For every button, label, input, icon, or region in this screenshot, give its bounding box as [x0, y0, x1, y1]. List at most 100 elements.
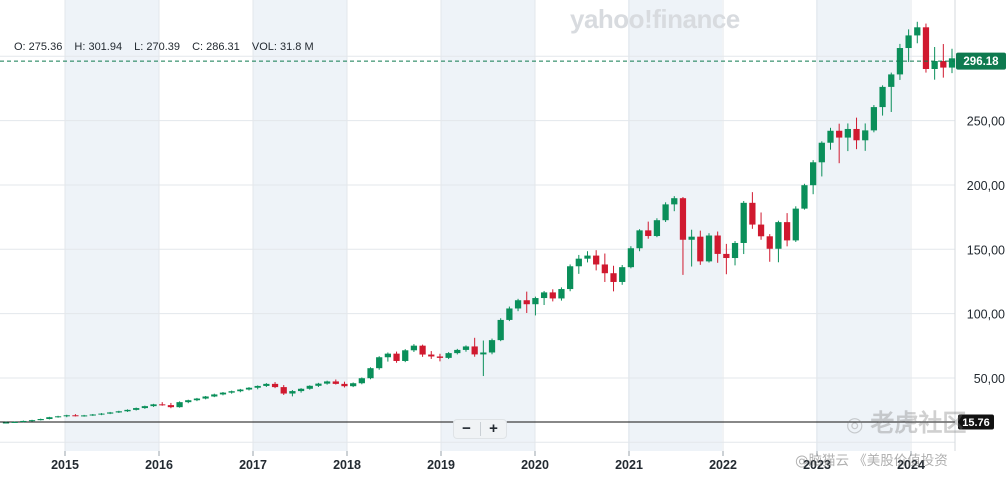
- candle[interactable]: [731, 241, 739, 266]
- candle[interactable]: [384, 352, 391, 362]
- candle[interactable]: [2, 421, 10, 424]
- candle[interactable]: [462, 345, 470, 352]
- candle[interactable]: [723, 243, 730, 275]
- candle[interactable]: [705, 233, 713, 263]
- candle[interactable]: [757, 212, 765, 240]
- candle[interactable]: [627, 246, 635, 269]
- candle[interactable]: [914, 21, 921, 44]
- candle[interactable]: [714, 231, 721, 263]
- candle[interactable]: [636, 229, 643, 252]
- candle[interactable]: [297, 388, 305, 393]
- candle[interactable]: [245, 387, 253, 391]
- candle[interactable]: [133, 407, 140, 411]
- candle[interactable]: [818, 141, 825, 177]
- candle[interactable]: [471, 337, 478, 357]
- candle[interactable]: [662, 202, 669, 222]
- candle[interactable]: [619, 264, 626, 285]
- candle[interactable]: [289, 390, 296, 397]
- candle[interactable]: [254, 385, 261, 390]
- candle[interactable]: [749, 192, 756, 229]
- candle[interactable]: [428, 351, 435, 359]
- candle[interactable]: [107, 411, 114, 415]
- candle[interactable]: [514, 298, 522, 312]
- candle[interactable]: [219, 391, 227, 396]
- candle[interactable]: [671, 196, 678, 212]
- candle[interactable]: [367, 367, 374, 380]
- candle[interactable]: [350, 382, 357, 388]
- candle[interactable]: [610, 265, 617, 292]
- candle[interactable]: [150, 403, 157, 407]
- candle[interactable]: [46, 416, 53, 420]
- candle[interactable]: [271, 382, 279, 389]
- candle[interactable]: [315, 382, 322, 387]
- candle[interactable]: [445, 352, 452, 360]
- candle[interactable]: [28, 419, 36, 422]
- candle[interactable]: [202, 395, 209, 400]
- candle[interactable]: [141, 405, 148, 409]
- candle[interactable]: [358, 377, 365, 385]
- candle[interactable]: [540, 290, 548, 305]
- candle[interactable]: [480, 340, 487, 377]
- candle[interactable]: [567, 264, 574, 292]
- candle[interactable]: [575, 254, 582, 274]
- candle[interactable]: [20, 420, 27, 423]
- candle[interactable]: [488, 338, 496, 355]
- candle[interactable]: [653, 218, 661, 238]
- candle[interactable]: [280, 385, 287, 395]
- candle[interactable]: [532, 296, 539, 316]
- candle[interactable]: [167, 402, 175, 409]
- candle[interactable]: [193, 397, 201, 402]
- candle[interactable]: [11, 421, 18, 423]
- candle[interactable]: [323, 380, 331, 385]
- candle[interactable]: [601, 253, 608, 282]
- candle[interactable]: [63, 414, 70, 418]
- candle[interactable]: [558, 287, 565, 301]
- candle[interactable]: [792, 206, 799, 242]
- candle[interactable]: [783, 213, 791, 247]
- candle[interactable]: [584, 251, 591, 263]
- candle[interactable]: [862, 123, 869, 151]
- candle[interactable]: [341, 381, 348, 388]
- candle[interactable]: [159, 402, 166, 406]
- candle[interactable]: [870, 105, 878, 133]
- candle[interactable]: [922, 23, 930, 73]
- candle[interactable]: [827, 127, 834, 150]
- candle[interactable]: [263, 383, 270, 387]
- candle[interactable]: [332, 379, 339, 385]
- candle[interactable]: [228, 390, 235, 394]
- candle[interactable]: [454, 348, 461, 355]
- candle[interactable]: [549, 289, 556, 302]
- candle[interactable]: [185, 399, 192, 404]
- candle[interactable]: [775, 220, 782, 263]
- candle[interactable]: [879, 85, 886, 116]
- candle[interactable]: [115, 410, 122, 413]
- candle[interactable]: [940, 44, 947, 78]
- candle[interactable]: [931, 46, 938, 80]
- candle[interactable]: [237, 388, 244, 393]
- candle[interactable]: [393, 351, 400, 363]
- zoom-in-button[interactable]: +: [489, 420, 498, 437]
- candle[interactable]: [410, 344, 418, 352]
- candle[interactable]: [853, 117, 860, 150]
- candle[interactable]: [37, 418, 44, 421]
- candle[interactable]: [688, 229, 695, 267]
- candle[interactable]: [697, 230, 704, 265]
- candle[interactable]: [679, 197, 687, 275]
- candle[interactable]: [376, 356, 383, 370]
- candle[interactable]: [593, 250, 600, 271]
- candle[interactable]: [176, 401, 183, 408]
- candle[interactable]: [211, 393, 218, 398]
- candle[interactable]: [419, 344, 426, 357]
- zoom-out-button[interactable]: −: [462, 420, 471, 437]
- candle[interactable]: [740, 201, 747, 255]
- candle[interactable]: [810, 160, 817, 195]
- candle[interactable]: [497, 318, 504, 342]
- candle[interactable]: [801, 183, 808, 210]
- candle[interactable]: [836, 123, 843, 164]
- candle[interactable]: [98, 413, 105, 416]
- candle[interactable]: [436, 353, 444, 362]
- candle[interactable]: [766, 234, 773, 262]
- candle[interactable]: [905, 29, 912, 63]
- candle[interactable]: [89, 413, 96, 416]
